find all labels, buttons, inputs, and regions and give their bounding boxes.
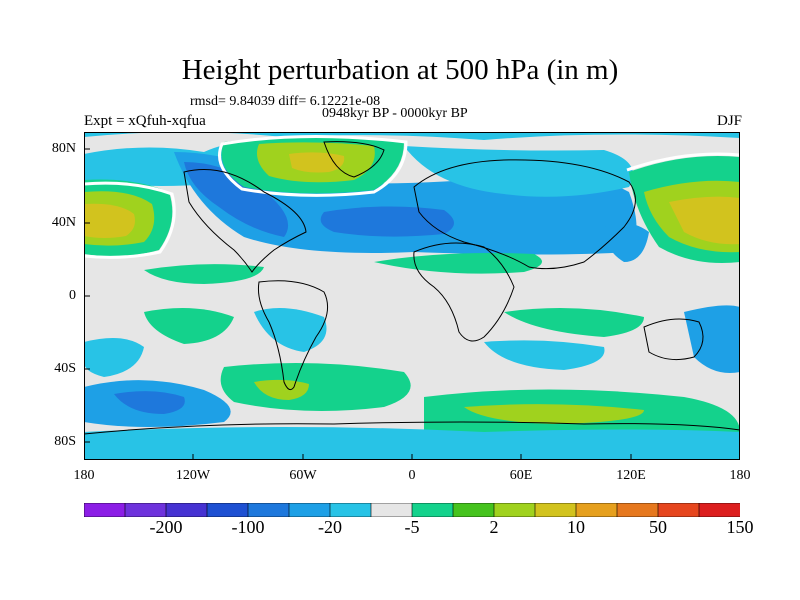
colorbar-swatch	[657, 503, 700, 517]
field-region-southindian-lightblue	[484, 340, 605, 370]
map-title: Height perturbation at 500 hPa (in m)	[181, 54, 619, 86]
field-region-arctic-lightblue	[84, 132, 740, 140]
colorbar-label: -20	[318, 517, 342, 537]
colorbar-swatch	[288, 503, 331, 517]
map-plot	[84, 132, 740, 460]
colorbar-label: -200	[149, 517, 183, 537]
colorbar-swatch	[165, 503, 208, 517]
field-region-nwpacific-high	[669, 196, 740, 245]
colorbar-label: 50	[649, 517, 667, 537]
lon-label-60w: 60W	[289, 468, 317, 483]
field-region-southpacific-lightblue	[84, 338, 144, 377]
lon-label-120e: 120E	[616, 468, 646, 483]
field-region-northamerica-deepblue	[184, 162, 289, 237]
lat-label-40n: 40N	[51, 215, 76, 230]
lon-label-0: 0	[408, 468, 416, 483]
colorbar-label: 150	[726, 517, 754, 537]
field-region-northpacific-high	[84, 203, 135, 238]
contour-line-greenland	[218, 134, 408, 197]
stats-subtitle: rmsd= 9.84039 diff= 6.12221e-08	[190, 94, 381, 109]
colorbar-swatch	[84, 503, 126, 517]
coastline-south-america	[258, 280, 329, 391]
field-region-southpacific-green	[144, 308, 234, 344]
coastline-antarctica	[84, 421, 740, 435]
field-region-greenland-yellow	[289, 152, 345, 173]
field-region-southindian-green	[504, 308, 644, 337]
season-label: DJF	[716, 113, 742, 129]
coastline-africa	[413, 242, 515, 342]
field-region-tropics-green-east	[374, 253, 542, 274]
lat-label-80s: 80S	[54, 434, 76, 449]
lat-label-40s: 40S	[54, 361, 76, 376]
contour-line-pacific-east	[626, 152, 740, 172]
colorbar-swatch	[329, 503, 372, 517]
colorbar-swatch	[206, 503, 249, 517]
experiment-label: Expt = xQfuh-xqfua	[84, 113, 206, 129]
lon-label-180e: 180	[729, 468, 751, 483]
field-region-southatlantic-lime	[254, 379, 309, 400]
colorbar-swatch	[534, 503, 577, 517]
colorbar-swatch	[493, 503, 536, 517]
coastline-north-america	[183, 169, 307, 273]
field-region-eurasia-lightblue	[404, 146, 634, 197]
field-region-atlantic-deepblue	[320, 206, 454, 237]
lon-label-120w: 120W	[175, 468, 211, 483]
colorbar-label: 10	[567, 517, 585, 537]
coastline-layer	[84, 141, 740, 435]
colorbar-label: -100	[231, 517, 265, 537]
colorbar-swatch	[698, 503, 740, 517]
colorbar-swatch	[452, 503, 495, 517]
axis-ticks	[84, 148, 632, 460]
colorbar-label: -5	[404, 517, 420, 537]
field-region-southamerica-lightblue	[254, 308, 327, 352]
coastline-australia	[643, 318, 704, 361]
colorbar-swatch	[616, 503, 659, 517]
field-region-southatlantic-green	[220, 363, 411, 411]
field-region-tropics-green-west	[144, 264, 264, 284]
field-region-southpacific-deepblue	[114, 391, 185, 414]
field-region-southern-ocean-lime	[464, 404, 644, 424]
period-subtitle: 0948kyr BP - 0000kyr BP	[322, 106, 468, 121]
colorbar-swatch	[575, 503, 618, 517]
coastline-greenland	[323, 141, 385, 178]
colorbar-swatch	[370, 503, 413, 517]
field-region-australia-blue	[684, 305, 740, 373]
lon-label-180w: 180	[73, 468, 95, 483]
field-layer	[84, 132, 740, 460]
colorbar-swatch	[411, 503, 454, 517]
lat-label-equator: 0	[69, 288, 76, 303]
lon-label-60e: 60E	[509, 468, 533, 483]
colorbar-swatch	[247, 503, 290, 517]
field-region-antarctic-lightblue	[84, 427, 740, 460]
contour-line-north	[84, 181, 176, 259]
field-region-asia-blue	[604, 223, 649, 262]
colorbar	[84, 503, 740, 517]
colorbar-label: 2	[489, 517, 499, 537]
lat-label-80n: 80N	[51, 141, 76, 156]
colorbar-swatch	[124, 503, 167, 517]
